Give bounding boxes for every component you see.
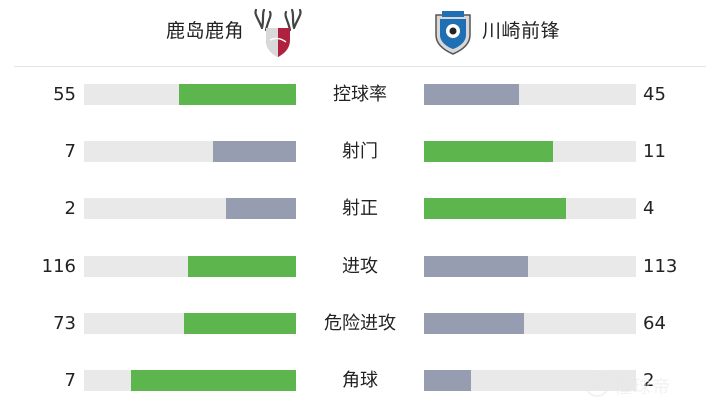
home-stat-bar xyxy=(188,255,296,277)
away-stat-bar-track xyxy=(424,198,636,220)
home-stat-bar-track xyxy=(84,198,296,220)
home-stat-bar-track xyxy=(84,370,296,391)
home-stat-bar xyxy=(179,84,296,105)
stat-row: 73 危险进攻 64 xyxy=(0,304,720,344)
away-stat-bar-track xyxy=(424,370,636,391)
home-stat-bar-track xyxy=(84,141,296,163)
home-stat-value: 7 xyxy=(64,141,76,163)
away-stat-bar xyxy=(424,370,471,391)
away-stat-bar-track xyxy=(424,141,636,163)
away-stat-value: 45 xyxy=(643,84,666,105)
stat-row: 7 射门 11 xyxy=(0,132,720,172)
away-stat-bar-track xyxy=(424,312,636,334)
away-stat-bar-track xyxy=(424,255,636,277)
away-stat-bar xyxy=(424,198,566,220)
stat-label: 危险进攻 xyxy=(324,312,396,334)
away-stat-value: 2 xyxy=(643,370,655,391)
kashima-antlers-crest-icon[interactable] xyxy=(252,8,304,58)
match-header: 鹿岛鹿角 川崎前锋 xyxy=(0,0,720,62)
away-stat-value: 11 xyxy=(643,141,666,163)
home-stat-bar-track xyxy=(84,312,296,334)
away-stat-value: 4 xyxy=(643,198,655,220)
home-stat-value: 2 xyxy=(64,198,76,220)
watermark: 懂球帝 xyxy=(584,370,714,400)
header-divider xyxy=(14,66,706,67)
home-stat-value: 116 xyxy=(41,255,76,277)
home-team-name[interactable]: 鹿岛鹿角 xyxy=(166,20,245,42)
away-stat-bar-track xyxy=(424,84,636,105)
home-stat-value: 73 xyxy=(53,312,76,334)
kawasaki-frontale-crest-icon[interactable] xyxy=(430,9,476,55)
away-team-name[interactable]: 川崎前锋 xyxy=(482,20,561,42)
stat-label: 射门 xyxy=(342,141,378,163)
away-stat-bar xyxy=(424,312,524,334)
home-stat-bar-track xyxy=(84,255,296,277)
stat-label: 控球率 xyxy=(333,84,387,105)
stat-row: 55 控球率 45 xyxy=(0,75,720,115)
stat-label: 角球 xyxy=(342,370,378,391)
stat-label: 进攻 xyxy=(342,255,378,277)
watermark-text: 懂球帝 xyxy=(614,377,671,398)
dongqiudi-logo-icon xyxy=(585,373,609,397)
home-stat-bar xyxy=(213,141,296,163)
away-stat-bar xyxy=(424,84,519,105)
away-stat-bar xyxy=(424,255,528,277)
stat-row: 116 进攻 113 xyxy=(0,247,720,287)
away-stat-value: 64 xyxy=(643,312,666,334)
stat-row: 7 角球 2 xyxy=(0,361,720,401)
home-stat-bar xyxy=(226,198,296,220)
home-stat-bar-track xyxy=(84,84,296,105)
stat-row: 2 射正 4 xyxy=(0,189,720,229)
stat-label: 射正 xyxy=(342,198,378,220)
home-stat-bar xyxy=(131,370,296,391)
away-stat-value: 113 xyxy=(643,255,678,277)
home-stat-value: 55 xyxy=(53,84,76,105)
home-stat-bar xyxy=(184,312,296,334)
home-stat-value: 7 xyxy=(64,370,76,391)
away-stat-bar xyxy=(424,141,553,163)
